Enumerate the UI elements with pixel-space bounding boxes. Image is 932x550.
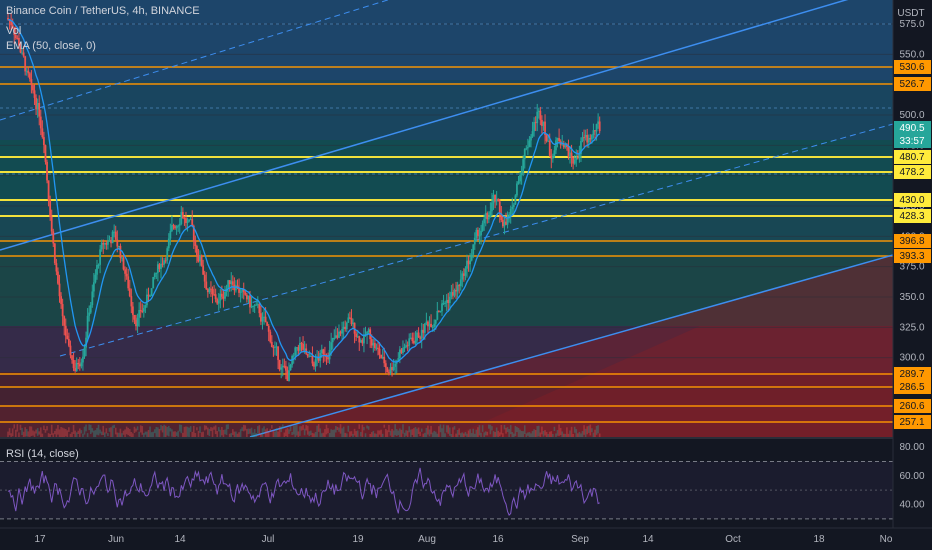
- ema-legend[interactable]: EMA (50, close, 0): [6, 40, 96, 52]
- svg-text:478.2: 478.2: [899, 167, 924, 178]
- svg-text:530.6: 530.6: [899, 62, 924, 73]
- price-level-tag: 490.5: [894, 121, 931, 135]
- price-tick-label: 575.0: [899, 19, 924, 30]
- time-tick-label: 14: [174, 534, 186, 545]
- price-level-tag: 428.3: [894, 209, 931, 223]
- svg-text:286.5: 286.5: [899, 382, 924, 393]
- time-tick-label: 17: [34, 534, 46, 545]
- price-level-tag: 286.5: [894, 380, 931, 394]
- price-level-tag: 430.0: [894, 193, 931, 207]
- symbol-title[interactable]: Binance Coin / TetherUS, 4h, BINANCE: [6, 5, 200, 17]
- svg-text:257.1: 257.1: [899, 417, 924, 428]
- svg-text:289.7: 289.7: [899, 369, 924, 380]
- channel-lower-line: [249, 254, 893, 437]
- price-level-tag: 478.2: [894, 165, 931, 179]
- svg-text:396.8: 396.8: [899, 236, 924, 247]
- price-level-tag: 396.8: [894, 234, 931, 248]
- time-tick-label: 16: [492, 534, 504, 545]
- price-level-tag: 530.6: [894, 60, 931, 74]
- svg-text:393.3: 393.3: [899, 251, 924, 262]
- rsi-tick-label: 40.00: [899, 500, 924, 511]
- channel-upper-line: [0, 0, 849, 251]
- price-level-tag: 289.7: [894, 367, 931, 381]
- price-tick-label: 300.0: [899, 353, 924, 364]
- svg-text:428.3: 428.3: [899, 211, 924, 222]
- price-tick-label: 500.0: [899, 110, 924, 121]
- time-axis[interactable]: [0, 528, 932, 550]
- time-tick-label: Jul: [262, 534, 275, 545]
- svg-text:526.7: 526.7: [899, 79, 924, 90]
- rsi-tick-label: 80.00: [899, 442, 924, 453]
- svg-text:260.6: 260.6: [899, 401, 924, 412]
- rsi-panel: [0, 439, 893, 528]
- svg-text:33:57: 33:57: [899, 136, 924, 147]
- time-tick-label: 14: [642, 534, 654, 545]
- price-level-tags: 530.6 526.7 490.5 33:57 480.7 478.2 430.0 428.3…: [894, 60, 931, 429]
- price-level-tag: 526.7: [894, 77, 931, 91]
- time-tick-label: No: [880, 534, 893, 545]
- svg-text:430.0: 430.0: [899, 195, 924, 206]
- price-tick-label: 375.0: [899, 262, 924, 273]
- time-tick-label: 18: [813, 534, 825, 545]
- svg-text:490.5: 490.5: [899, 123, 924, 134]
- rsi-legend[interactable]: RSI (14, close): [6, 448, 79, 460]
- time-tick-label: Oct: [725, 534, 741, 545]
- rsi-panel-content: [0, 461, 893, 520]
- rsi-line: [7, 467, 600, 516]
- price-tick-label: 350.0: [899, 292, 924, 303]
- time-tick-label: Aug: [418, 534, 436, 545]
- rsi-tick-label: 60.00: [899, 471, 924, 482]
- price-level-tag: 260.6: [894, 399, 931, 413]
- rsi-tick-labels: 80.00 60.00 40.00: [899, 442, 924, 510]
- time-tick-label: 19: [352, 534, 364, 545]
- price-level-lines: [0, 23, 893, 423]
- ema-line: [7, 18, 600, 363]
- candlestick-series: [7, 12, 601, 382]
- price-level-tag: 480.7: [894, 150, 931, 164]
- price-tick-label: 550.0: [899, 49, 924, 60]
- time-tick-label: Sep: [571, 534, 589, 545]
- price-level-tag: 33:57: [894, 134, 931, 148]
- price-tick-label: 325.0: [899, 322, 924, 333]
- time-tick-labels: 17 Jun 14 Jul 19 Aug 16 Sep 14 Oct 18 No: [34, 534, 892, 545]
- volume-legend[interactable]: Vol: [6, 25, 22, 37]
- time-tick-label: Jun: [108, 534, 124, 545]
- channel-outer-dashed-line: [0, 0, 390, 121]
- svg-text:480.7: 480.7: [899, 152, 924, 163]
- currency-label: USDT: [897, 8, 924, 19]
- price-level-tag: 257.1: [894, 415, 931, 429]
- volume-bars: [7, 424, 601, 437]
- price-level-tag: 393.3: [894, 249, 931, 263]
